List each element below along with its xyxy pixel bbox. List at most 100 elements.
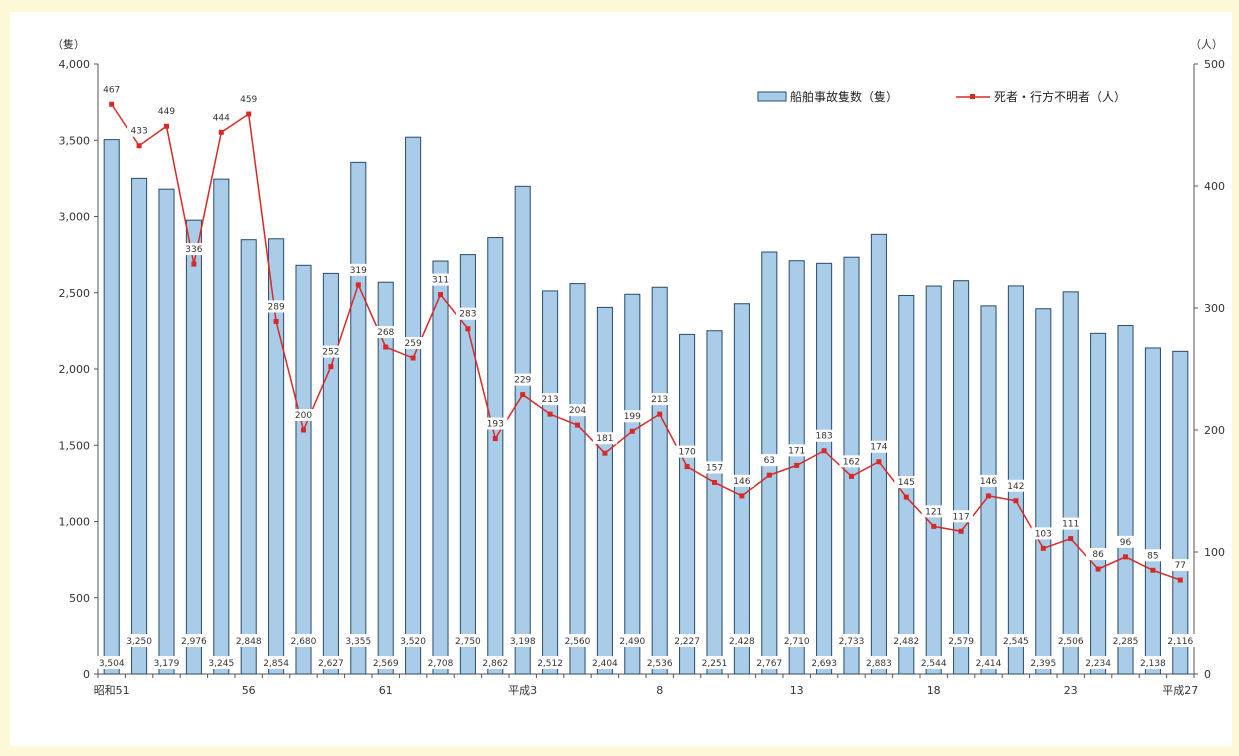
bar-value-label: 2,251 [702,659,728,669]
line-label-bg [976,474,1001,487]
axes-group: 0 500 1,000 1,500 2,000 2,500 3,000 3,500 4,000 0… [59,58,1226,697]
line-label-bg [949,510,974,523]
y-right-tick-label: 400 [1204,180,1225,193]
bar-label-bg [148,656,185,669]
line-value-label: 444 [213,113,230,123]
line-value-label: 77 [1175,561,1186,571]
line-value-label: 283 [459,310,476,320]
line-point [520,392,526,398]
line-label-bg [675,445,700,458]
bar-label-bg [504,634,541,647]
line-label-bg [1140,549,1165,562]
line-value-label: 433 [131,127,148,137]
line-value-label: 162 [843,457,860,467]
bar-label-bg [915,656,952,669]
line-label-bg [1003,479,1028,492]
bar-label-bg [997,634,1034,647]
line-label-bg [236,93,261,106]
line-point [876,459,882,465]
bar [651,286,668,675]
line-value-label: 289 [268,302,285,312]
line-point [1068,536,1074,542]
line-label-bg [839,455,864,468]
line-label-bg [1168,559,1193,572]
y-left-tick-label: 3,000 [59,211,91,224]
bar-value-label: 2,750 [455,637,481,647]
bar-value-label: 3,504 [99,659,125,669]
legend: 船舶事故隻数（隻） 死者・行方不明者（人） [757,89,1126,104]
line-value-label: 467 [103,85,120,95]
bar-value-label: 2,627 [318,659,344,669]
line-value-label: 199 [624,412,641,422]
bar-value-label: 2,854 [263,659,289,669]
bar-label-bg [340,634,377,647]
line-value-label: 103 [1035,529,1052,539]
bar-value-label: 2,234 [1085,659,1111,669]
line-point [657,411,663,417]
bar-label-bg [1080,656,1117,669]
line-label-bg [291,409,316,421]
bar-label-bg [559,634,596,647]
x-tick-label: 平成27 [1162,684,1198,697]
bar [295,264,312,675]
line-label-bg [565,404,590,417]
bar [1062,291,1079,675]
y-right-tick-label: 100 [1204,546,1225,559]
x-tick-label: 23 [1064,684,1078,697]
bar [1090,332,1107,675]
line-labels-group: 467 433 449 336 444 459 289 200 252 319 268 259 311 2… [99,83,1193,572]
x-tick-label: 56 [242,684,256,697]
line-value-label: 319 [350,266,367,276]
right-axis-unit: （人） [1190,38,1223,51]
line-point [136,143,142,149]
bar-label-bg [641,656,678,669]
line-point [410,355,416,361]
line-value-label: 311 [432,276,449,286]
line-value-label: 96 [1120,538,1132,548]
bar-label-bg [943,634,980,647]
line-value-label: 204 [569,406,586,416]
bar [350,161,367,675]
line-label-bg [894,476,919,489]
line-value-label: 174 [870,443,887,453]
line-point [164,123,169,129]
bar-label-bg [970,656,1007,669]
line-point [465,326,471,332]
line-label-bg [784,444,809,457]
bar-value-label: 2,976 [181,637,207,647]
bar-value-label: 2,579 [948,637,974,647]
bar-value-label: 3,355 [345,637,371,647]
bar-label-bg [669,634,706,647]
bar-label-bg [312,656,349,669]
line-point [1095,566,1101,572]
bar-label-bg [860,656,897,669]
bar [514,185,531,675]
x-tick-label: 13 [790,684,804,697]
legend-line-label: 死者・行方不明者（人） [994,89,1126,104]
bar-value-label: 2,708 [428,659,454,669]
line-point [794,462,800,468]
bar-value-label: 2,512 [537,659,563,669]
bar-value-label: 2,285 [1113,637,1139,647]
line-label-bg [1058,517,1083,530]
bar-label-bg [751,656,788,669]
bar-label-bg [806,656,843,669]
line-label-bg [592,432,617,445]
bar [980,305,997,675]
line-value-label: 259 [405,339,422,349]
bar [706,330,723,675]
y-right-tick-label: 200 [1204,424,1225,437]
bar-value-label: 2,404 [592,659,618,669]
bar-label-bg [230,634,267,647]
line-point [684,464,690,470]
line-label-bg [318,345,343,358]
line-label-bg [483,417,508,430]
y-left-tick-label: 0 [83,668,90,681]
bar-value-label: 2,544 [921,659,947,669]
bar [158,188,175,675]
bar-label-bg [888,634,925,647]
bar-label-bg [422,656,459,669]
line-value-label: 268 [377,328,394,338]
bar [816,262,833,675]
bar-value-label: 3,179 [154,659,180,669]
